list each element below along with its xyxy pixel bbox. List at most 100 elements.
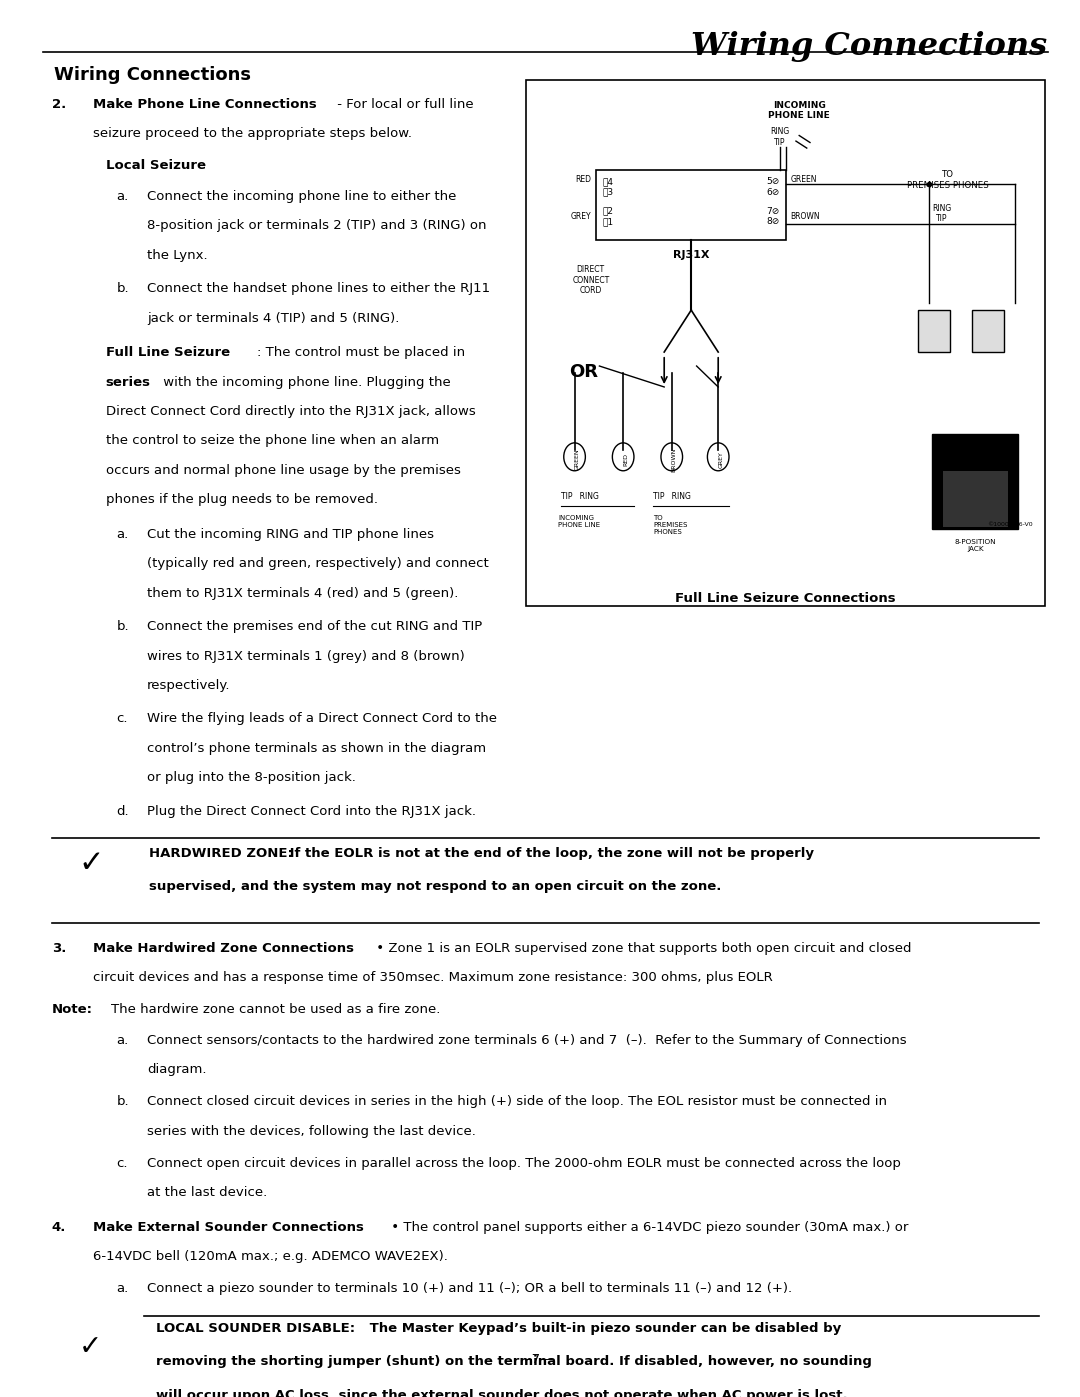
Text: RED: RED: [623, 453, 629, 467]
Text: a.: a.: [117, 1034, 129, 1046]
Text: series: series: [106, 376, 151, 388]
Text: jack or terminals 4 (TIP) and 5 (RING).: jack or terminals 4 (TIP) and 5 (RING).: [147, 312, 400, 324]
Text: GREEN: GREEN: [575, 448, 580, 471]
Text: series with the devices, following the last device.: series with the devices, following the l…: [147, 1125, 476, 1137]
Text: b.: b.: [117, 282, 130, 295]
Text: Make Hardwired Zone Connections: Make Hardwired Zone Connections: [93, 942, 354, 954]
Text: Make External Sounder Connections: Make External Sounder Connections: [93, 1221, 364, 1234]
Text: GREEN: GREEN: [791, 175, 818, 183]
Text: removing the shorting jumper (shunt) on the terminal board. If disabled, however: removing the shorting jumper (shunt) on …: [156, 1355, 872, 1368]
Text: 8-POSITION
JACK: 8-POSITION JACK: [955, 539, 996, 552]
Text: control’s phone terminals as shown in the diagram: control’s phone terminals as shown in th…: [147, 742, 486, 754]
Text: Full Line Seizure: Full Line Seizure: [106, 346, 230, 359]
Text: TO
PREMISES
PHONES: TO PREMISES PHONES: [653, 515, 688, 535]
Text: supervised, and the system may not respond to an open circuit on the zone.: supervised, and the system may not respo…: [149, 880, 721, 893]
Text: respectively.: respectively.: [147, 679, 230, 692]
Text: a.: a.: [117, 528, 129, 541]
Text: Connect closed circuit devices in series in the high (+) side of the loop. The E: Connect closed circuit devices in series…: [147, 1095, 887, 1108]
Text: Direct Connect Cord directly into the RJ31X jack, allows: Direct Connect Cord directly into the RJ…: [106, 405, 475, 418]
Text: Wiring Connections: Wiring Connections: [691, 31, 1048, 61]
Text: RING
TIP: RING TIP: [932, 204, 951, 224]
Text: 6-14VDC bell (120mA max.; e.g. ADEMCO WAVE2EX).: 6-14VDC bell (120mA max.; e.g. ADEMCO WA…: [93, 1250, 448, 1263]
Text: ⥘2
⥘1: ⥘2 ⥘1: [603, 207, 613, 226]
Text: RED: RED: [575, 175, 591, 183]
Text: : The control must be placed in: : The control must be placed in: [257, 346, 465, 359]
Text: wires to RJ31X terminals 1 (grey) and 8 (brown): wires to RJ31X terminals 1 (grey) and 8 …: [147, 650, 464, 662]
Text: Cut the incoming RING and TIP phone lines: Cut the incoming RING and TIP phone line…: [147, 528, 434, 541]
Text: 3.: 3.: [52, 942, 66, 954]
Text: b.: b.: [117, 1095, 130, 1108]
Text: occurs and normal phone line usage by the premises: occurs and normal phone line usage by th…: [106, 464, 461, 476]
Text: or plug into the 8-position jack.: or plug into the 8-position jack.: [147, 771, 355, 784]
Text: Local Seizure: Local Seizure: [106, 159, 206, 172]
Text: phones if the plug needs to be removed.: phones if the plug needs to be removed.: [106, 493, 378, 506]
Text: d.: d.: [117, 805, 130, 817]
Text: OR: OR: [569, 363, 597, 381]
Text: The Master Keypad’s built-in piezo sounder can be disabled by: The Master Keypad’s built-in piezo sound…: [365, 1322, 841, 1334]
Text: ⥘4
⥘3: ⥘4 ⥘3: [603, 177, 613, 197]
Text: a.: a.: [117, 1282, 129, 1295]
Text: If the EOLR is not at the end of the loop, the zone will not be properly: If the EOLR is not at the end of the loo…: [285, 847, 814, 859]
Text: diagram.: diagram.: [147, 1063, 206, 1076]
Text: - For local or full line: - For local or full line: [333, 98, 473, 110]
Text: ✓: ✓: [79, 1333, 103, 1361]
Text: the control to seize the phone line when an alarm: the control to seize the phone line when…: [106, 434, 438, 447]
Text: BROWN: BROWN: [672, 447, 677, 472]
Bar: [943, 471, 1008, 527]
Circle shape: [564, 443, 585, 471]
Text: INCOMING
PHONE LINE: INCOMING PHONE LINE: [768, 101, 831, 120]
Text: TO
PREMISES PHONES: TO PREMISES PHONES: [907, 170, 989, 190]
Text: 5⊘
6⊘: 5⊘ 6⊘: [767, 177, 780, 197]
Text: Connect open circuit devices in parallel across the loop. The 2000-ohm EOLR must: Connect open circuit devices in parallel…: [147, 1157, 901, 1169]
Text: a.: a.: [117, 190, 129, 203]
Bar: [596, 170, 786, 240]
Text: 7⊘
8⊘: 7⊘ 8⊘: [767, 207, 780, 226]
Text: TIP   RING: TIP RING: [561, 492, 598, 500]
Circle shape: [707, 443, 729, 471]
Text: 8-position jack or terminals 2 (TIP) and 3 (RING) on: 8-position jack or terminals 2 (TIP) and…: [147, 219, 486, 232]
Text: seizure proceed to the appropriate steps below.: seizure proceed to the appropriate steps…: [93, 127, 411, 140]
Text: Connect the incoming phone line to either the: Connect the incoming phone line to eithe…: [147, 190, 456, 203]
Text: ✓: ✓: [79, 849, 105, 879]
Text: • Zone 1 is an EOLR supervised zone that supports both open circuit and closed: • Zone 1 is an EOLR supervised zone that…: [372, 942, 912, 954]
Circle shape: [612, 443, 634, 471]
Bar: [526, 80, 1045, 606]
Text: 4.: 4.: [52, 1221, 66, 1234]
Text: Connect the handset phone lines to either the RJ11: Connect the handset phone lines to eithe…: [147, 282, 490, 295]
Text: RING
TIP: RING TIP: [770, 127, 789, 147]
Text: Make Phone Line Connections: Make Phone Line Connections: [93, 98, 316, 110]
Text: GREY: GREY: [570, 212, 591, 221]
Text: Note:: Note:: [52, 1003, 93, 1016]
Circle shape: [661, 443, 683, 471]
Text: Full Line Seizure Connections: Full Line Seizure Connections: [675, 592, 896, 605]
Text: BROWN: BROWN: [791, 212, 820, 221]
Text: GREY: GREY: [718, 451, 724, 468]
Text: Wire the flying leads of a Direct Connect Cord to the: Wire the flying leads of a Direct Connec…: [147, 712, 497, 725]
Text: Connect sensors/contacts to the hardwired zone terminals 6 (+) and 7  (–).  Refe: Connect sensors/contacts to the hardwire…: [147, 1034, 906, 1046]
Text: The hardwire zone cannot be used as a fire zone.: The hardwire zone cannot be used as a fi…: [111, 1003, 441, 1016]
Text: DIRECT
CONNECT
CORD: DIRECT CONNECT CORD: [572, 265, 609, 295]
Text: HARDWIRED ZONE:: HARDWIRED ZONE:: [149, 847, 293, 859]
Text: Connect the premises end of the cut RING and TIP: Connect the premises end of the cut RING…: [147, 620, 482, 633]
Text: Wiring Connections: Wiring Connections: [54, 66, 251, 84]
Text: c.: c.: [117, 712, 129, 725]
Text: will occur upon AC loss, since the external sounder does not operate when AC pow: will occur upon AC loss, since the exter…: [156, 1389, 847, 1397]
Text: 2.: 2.: [52, 98, 66, 110]
Text: RJ31X: RJ31X: [673, 250, 710, 260]
Text: at the last device.: at the last device.: [147, 1186, 267, 1199]
Bar: [932, 434, 1018, 529]
Text: ©1000-006-V0: ©1000-006-V0: [987, 522, 1032, 528]
Text: the Lynx.: the Lynx.: [147, 249, 207, 261]
Text: LOCAL SOUNDER DISABLE:: LOCAL SOUNDER DISABLE:: [156, 1322, 354, 1334]
Bar: [918, 310, 950, 352]
Text: Connect a piezo sounder to terminals 10 (+) and 11 (–); OR a bell to terminals 1: Connect a piezo sounder to terminals 10 …: [147, 1282, 792, 1295]
Text: b.: b.: [117, 620, 130, 633]
Text: TIP   RING: TIP RING: [653, 492, 691, 500]
Text: INCOMING
PHONE LINE: INCOMING PHONE LINE: [558, 515, 600, 528]
Bar: [972, 310, 1004, 352]
Text: –7—: –7—: [526, 1354, 554, 1366]
Text: them to RJ31X terminals 4 (red) and 5 (green).: them to RJ31X terminals 4 (red) and 5 (g…: [147, 587, 458, 599]
Text: • The control panel supports either a 6-14VDC piezo sounder (30mA max.) or: • The control panel supports either a 6-…: [387, 1221, 908, 1234]
Text: Plug the Direct Connect Cord into the RJ31X jack.: Plug the Direct Connect Cord into the RJ…: [147, 805, 476, 817]
Text: with the incoming phone line. Plugging the: with the incoming phone line. Plugging t…: [159, 376, 450, 388]
